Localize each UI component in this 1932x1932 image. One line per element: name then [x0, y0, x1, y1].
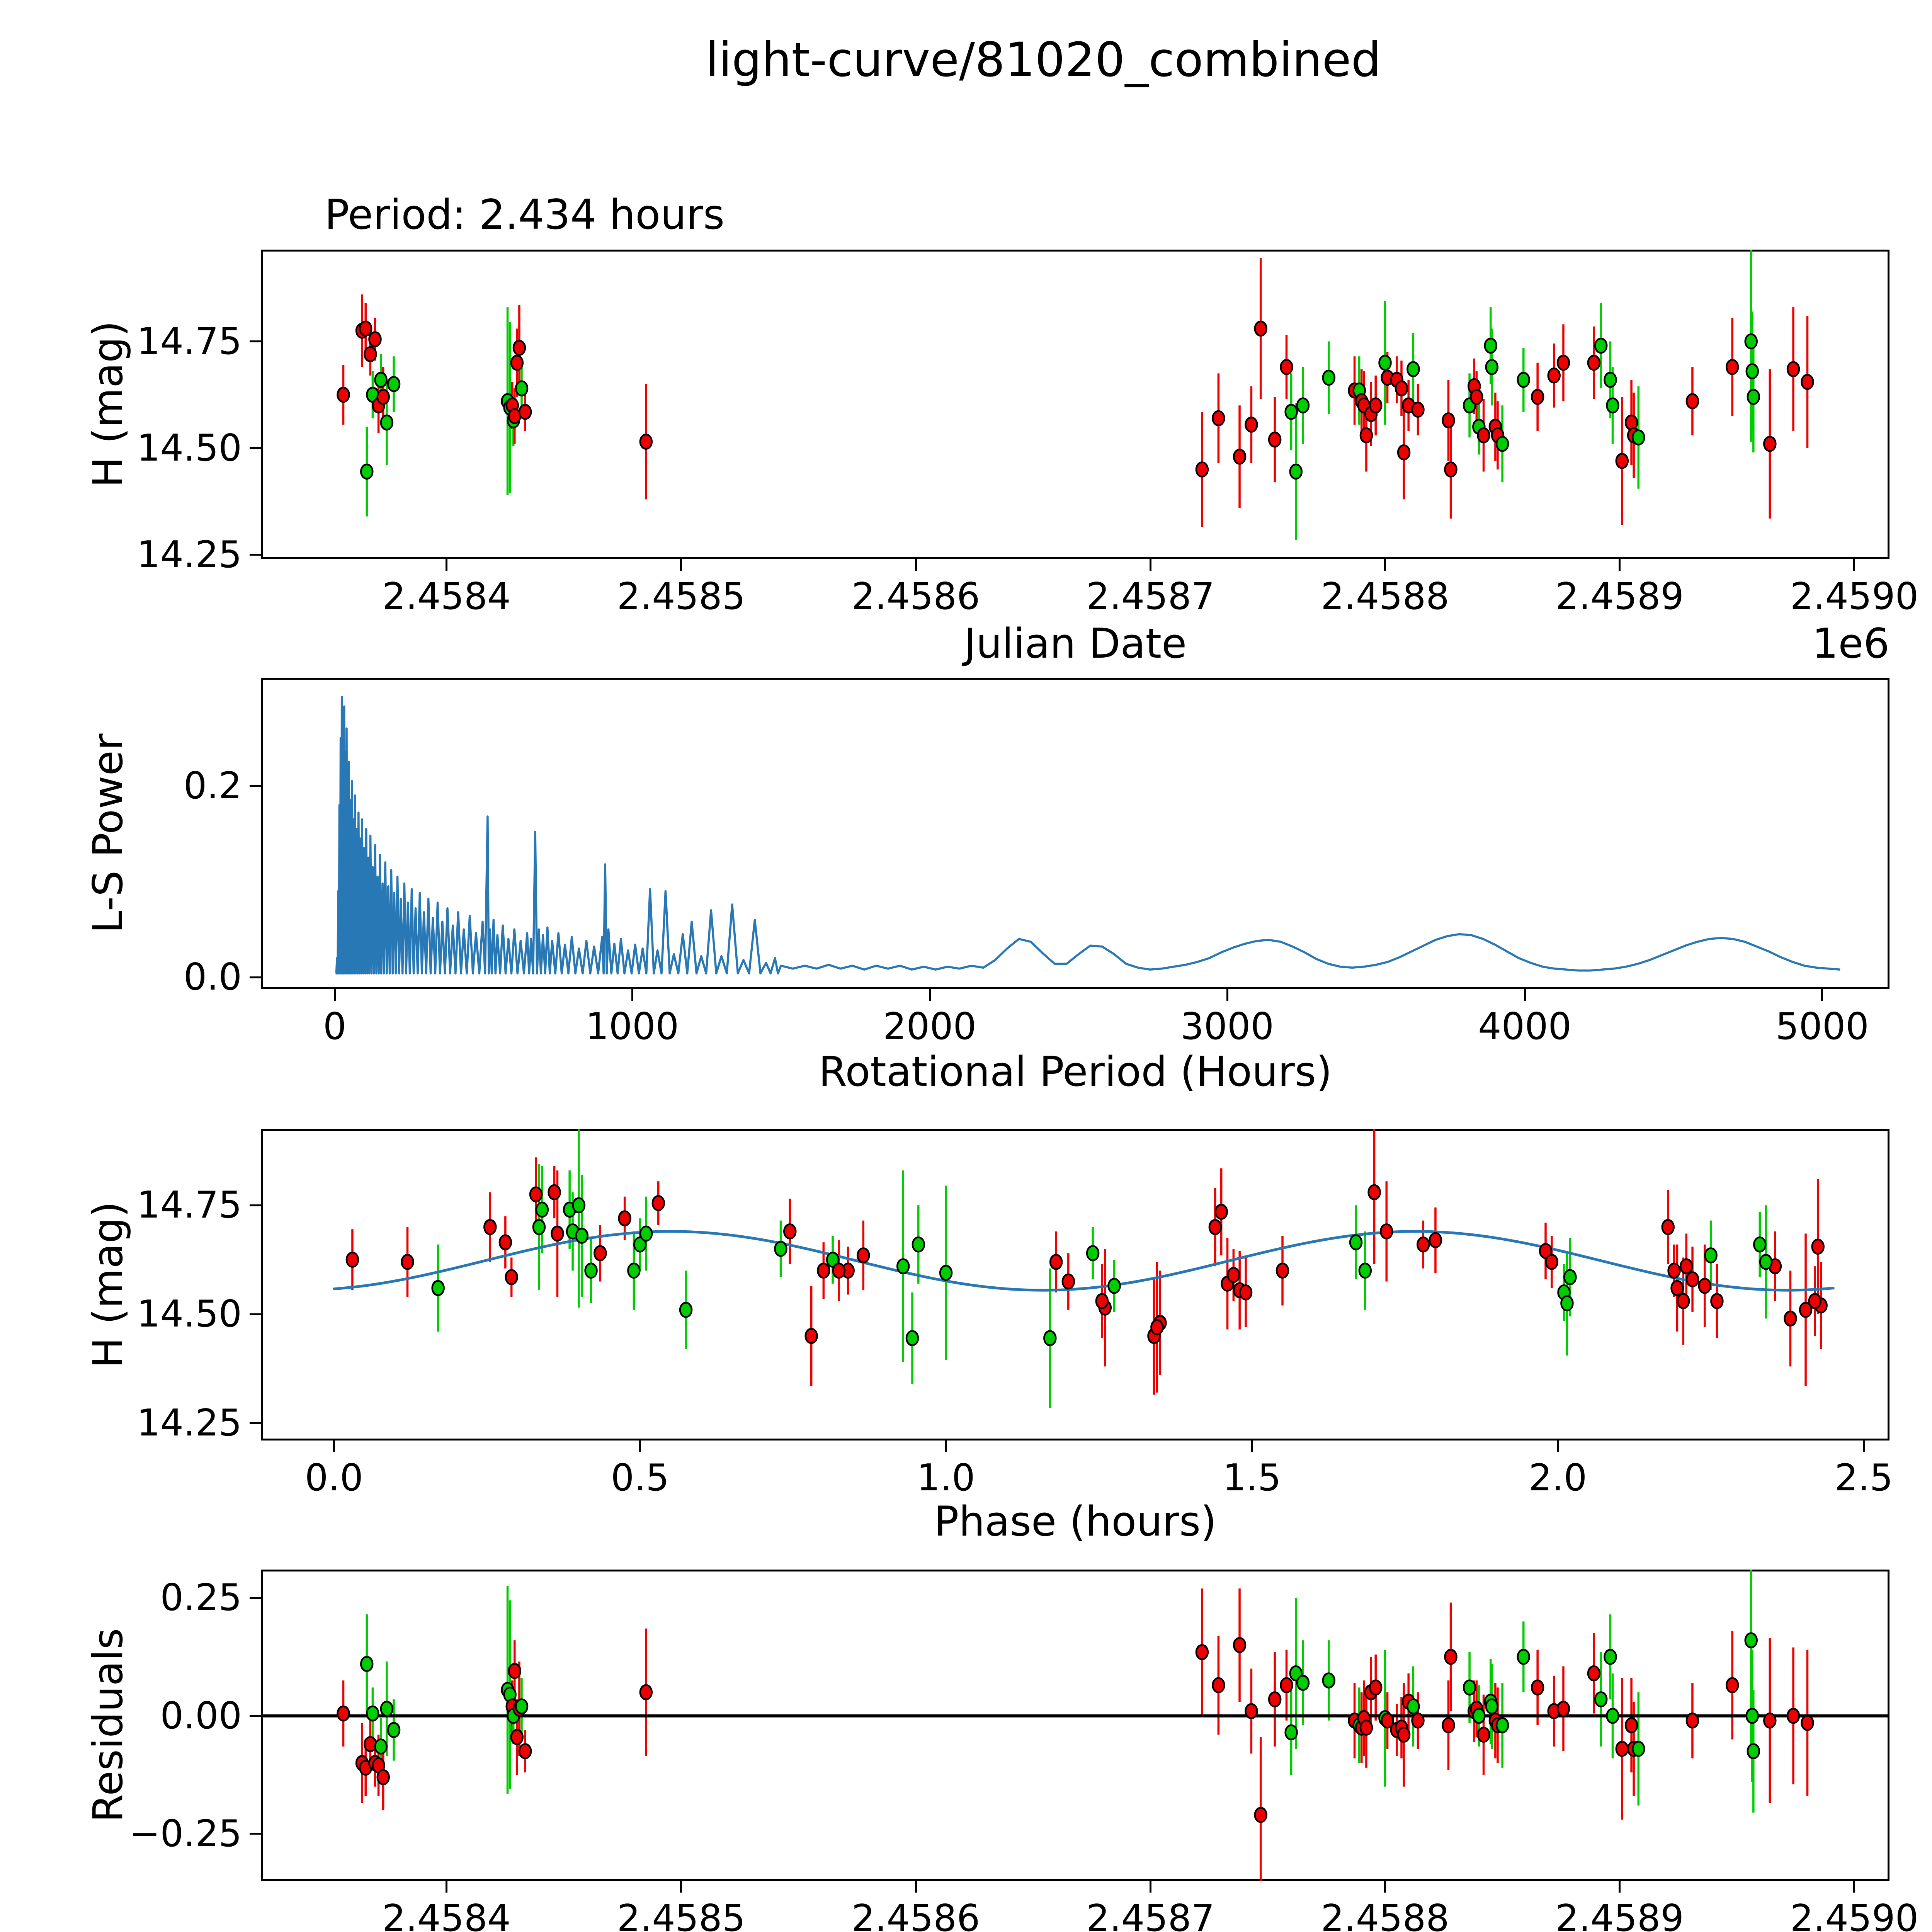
y-tick-mark [250, 976, 261, 978]
x-tick-label: 4000 [1478, 1005, 1571, 1048]
periodogram-plot [335, 696, 1840, 975]
x-tick-label: 5000 [1776, 1005, 1869, 1048]
x-tick-label: 2000 [883, 1005, 976, 1048]
x-tick-mark [1251, 1440, 1253, 1452]
x-tick-mark [1619, 1881, 1621, 1893]
x-tick-label: 0.5 [611, 1457, 669, 1499]
y-tick-label: 14.75 [137, 1184, 242, 1227]
lightcurve-y-axis-label: H (mag) [84, 321, 132, 488]
x-tick-label: 2.0 [1529, 1457, 1587, 1499]
x-tick-label: 2.4585 [617, 575, 746, 618]
x-tick-mark [1384, 559, 1386, 571]
x-tick-mark [1853, 559, 1855, 571]
x-tick-mark [945, 1440, 947, 1452]
x-tick-label: 3000 [1180, 1005, 1274, 1048]
x-tick-label: 2.4586 [851, 1897, 980, 1932]
phase-plot [333, 1129, 1835, 1408]
x-tick-label: 2.4588 [1321, 575, 1449, 618]
y-tick-mark [250, 1313, 261, 1315]
y-tick-label: 14.75 [137, 320, 242, 363]
x-tick-mark [680, 559, 682, 571]
y-tick-mark [250, 1422, 261, 1424]
y-tick-label: 0.2 [183, 764, 242, 807]
x-tick-mark [631, 989, 633, 1001]
x-tick-label: 2.4586 [851, 575, 980, 618]
x-tick-label: 1.0 [917, 1457, 975, 1499]
x-tick-label: 2.4590 [1790, 1897, 1919, 1932]
y-tick-mark [250, 1833, 261, 1835]
x-tick-label: 2.4589 [1555, 1897, 1684, 1932]
y-tick-mark [250, 1715, 261, 1717]
y-tick-label: 0.00 [160, 1694, 242, 1737]
y-tick-label: 14.50 [137, 1293, 242, 1336]
residuals-plot [261, 1570, 1889, 1881]
x-tick-label: 2.4587 [1086, 1897, 1215, 1932]
x-tick-mark [446, 1881, 448, 1893]
y-tick-label: 14.50 [137, 427, 242, 469]
x-tick-label: 2.5 [1834, 1457, 1893, 1499]
phase-axes-box [261, 1129, 1889, 1440]
x-tick-mark [1557, 1440, 1559, 1452]
x-tick-mark [639, 1440, 641, 1452]
x-tick-mark [1384, 1881, 1386, 1893]
x-tick-mark [1862, 1440, 1865, 1452]
periodogram-y-axis-label: L-S Power [84, 733, 132, 934]
y-tick-mark [250, 1204, 261, 1206]
lightcurve-plot [337, 250, 1814, 540]
x-tick-label: 2.4584 [382, 1897, 511, 1932]
x-tick-mark [333, 989, 336, 1001]
y-tick-mark [250, 554, 261, 556]
y-tick-label: 14.25 [137, 1401, 242, 1444]
x-tick-label: 1000 [585, 1005, 679, 1048]
x-tick-mark [680, 1881, 682, 1893]
x-tick-mark [915, 1881, 917, 1893]
y-tick-mark [250, 447, 261, 449]
x-tick-mark [929, 989, 931, 1001]
x-tick-mark [1619, 559, 1621, 571]
x-tick-label: 2.4589 [1555, 575, 1684, 618]
y-tick-mark [250, 785, 261, 787]
x-tick-label: 2.4584 [382, 575, 511, 618]
lightcurve-axis-offset-label: 1e6 [1812, 620, 1889, 667]
residuals-axes-box [261, 1570, 1889, 1881]
y-tick-mark [250, 340, 261, 343]
x-tick-mark [1853, 1881, 1855, 1893]
y-tick-label: 0.0 [183, 956, 242, 999]
y-tick-mark [250, 1597, 261, 1599]
lightcurve-x-axis-label: Julian Date [964, 620, 1187, 667]
period-annotation: Period: 2.434 hours [325, 191, 725, 238]
y-tick-label: −0.25 [129, 1812, 242, 1855]
x-tick-label: 2.4588 [1321, 1897, 1449, 1932]
x-tick-mark [1821, 989, 1823, 1001]
x-tick-label: 2.4590 [1790, 575, 1919, 618]
x-tick-label: 0 [323, 1005, 347, 1048]
y-tick-label: 0.25 [160, 1577, 242, 1619]
periodogram-x-axis-label: Rotational Period (Hours) [818, 1048, 1332, 1095]
x-tick-mark [333, 1440, 335, 1452]
x-tick-mark [1149, 1881, 1151, 1893]
phase-y-axis-label: H (mag) [84, 1201, 132, 1368]
x-tick-mark [446, 559, 448, 571]
y-tick-label: 14.25 [137, 533, 242, 576]
figure-title: light-curve/81020_combined [705, 32, 1381, 87]
x-tick-mark [1226, 989, 1228, 1001]
x-tick-label: 2.4587 [1086, 575, 1215, 618]
x-tick-mark [915, 559, 917, 571]
x-tick-label: 1.5 [1223, 1457, 1281, 1499]
x-tick-mark [1149, 559, 1151, 571]
x-tick-label: 0.0 [304, 1457, 363, 1499]
x-tick-mark [1524, 989, 1526, 1001]
phase-x-axis-label: Phase (hours) [934, 1498, 1217, 1545]
x-tick-label: 2.4585 [617, 1897, 746, 1932]
